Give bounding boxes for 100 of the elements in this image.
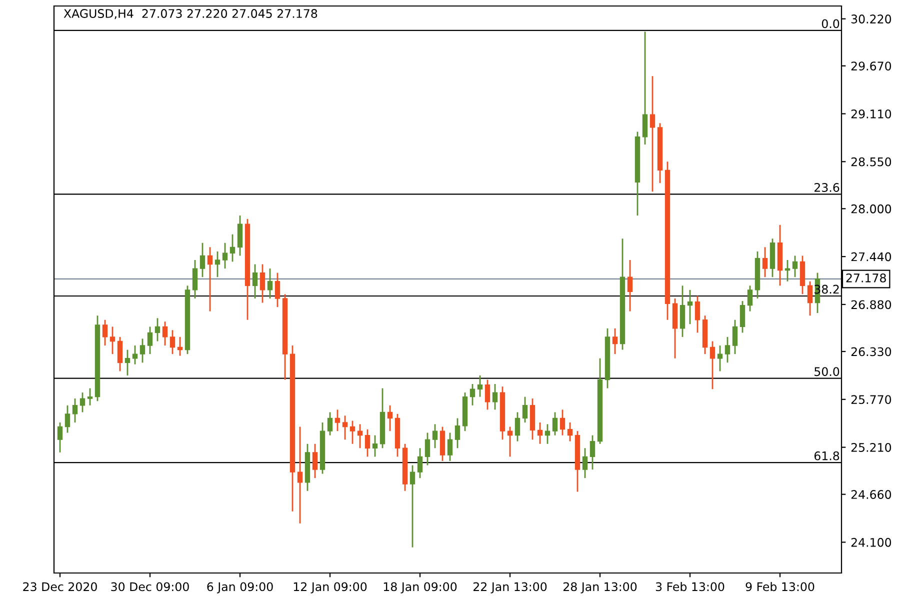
candlestick [432, 424, 438, 449]
candlestick [470, 383, 476, 406]
y-tick-label: 25.770 [851, 395, 892, 404]
candlestick [207, 246, 213, 312]
candlestick [267, 268, 273, 300]
y-tick-label: 28.550 [851, 157, 892, 166]
x-tick-label: 12 Jan 09:00 [294, 582, 367, 594]
candlestick [627, 259, 633, 312]
candlestick [687, 289, 693, 325]
candlestick [364, 428, 370, 458]
x-tick-label: 9 Feb 13:00 [746, 582, 814, 592]
candlestick [140, 338, 146, 364]
candlestick [740, 300, 746, 334]
y-tick-label: 29.110 [851, 109, 892, 118]
candlestick [154, 317, 160, 342]
candlestick [87, 388, 93, 406]
y-tick-label: 29.670 [851, 62, 892, 71]
candlestick [484, 379, 490, 410]
candlestick [102, 319, 108, 346]
candlestick [807, 280, 813, 316]
candlestick [214, 250, 220, 278]
candlestick [387, 404, 393, 432]
candlestick [642, 30, 648, 146]
candlestick [582, 447, 588, 479]
candlestick [237, 214, 243, 256]
annotation: 61.8 [814, 451, 840, 460]
candlestick [162, 320, 168, 346]
candlestick [694, 295, 700, 334]
candlestick [784, 259, 790, 282]
candlestick [252, 264, 258, 300]
x-tick-label: 6 Jan 09:00 [207, 582, 273, 594]
candlestick [80, 392, 86, 413]
candlestick [342, 414, 348, 440]
annotation: 0.0 [822, 19, 840, 28]
candlestick [110, 326, 116, 355]
candlestick [792, 255, 798, 278]
x-tick-label: 3 Feb 13:00 [656, 582, 724, 592]
candlestick [650, 75, 656, 192]
candlestick [72, 398, 78, 424]
candlestick [440, 426, 446, 462]
candlestick [800, 255, 806, 295]
y-tick-label: 24.660 [851, 490, 892, 499]
candlestick [312, 443, 318, 479]
candlestick [560, 408, 566, 436]
candlestick [454, 418, 460, 449]
y-tick-label: 26.880 [851, 300, 892, 310]
candlestick [200, 242, 206, 278]
annotation: 50.0 [814, 367, 840, 376]
candlestick [117, 336, 123, 372]
candlestick [507, 426, 513, 458]
x-tick-label: 18 Jan 09:00 [384, 582, 457, 594]
candlestick [710, 340, 716, 390]
candlestick [762, 246, 768, 278]
candlestick [680, 284, 686, 338]
ref-line-label: 27.178 [846, 273, 886, 282]
candlestick [424, 432, 430, 466]
y-tick-label: 25.210 [851, 443, 892, 452]
candlestick [327, 412, 333, 436]
candlestick [57, 422, 63, 454]
candlestick [590, 434, 596, 470]
candlestick [522, 396, 528, 424]
candlestick [717, 344, 723, 372]
candlestick [334, 408, 340, 432]
candlestick [492, 383, 498, 410]
candlestick [170, 329, 176, 355]
candlestick [64, 404, 70, 434]
candlestick [222, 242, 228, 270]
y-tick-label: 30.220 [851, 14, 892, 24]
annotation: 23.6 [814, 183, 840, 192]
candlestick [357, 424, 363, 449]
candlestick [230, 234, 236, 262]
candlestick [177, 336, 183, 356]
candlestick [544, 424, 550, 445]
x-tick-label: 23 Dec 2020 [23, 582, 97, 592]
candlestick [124, 349, 130, 376]
candlestick [132, 344, 138, 366]
y-tick-label: 27.440 [851, 252, 892, 262]
candlestick [724, 336, 730, 364]
candlestick [350, 420, 356, 445]
candlestick [747, 284, 753, 312]
candlestick [297, 426, 303, 524]
candlestick [612, 328, 618, 355]
candlestick [410, 464, 416, 548]
y-tick-label: 28.000 [851, 204, 892, 214]
chart-title: XAGUSD,H4 27.073 27.220 27.045 27.178 [64, 9, 318, 20]
candlestick [514, 412, 520, 442]
candlestick [192, 259, 198, 300]
candlestick [447, 432, 453, 462]
candlestick [732, 319, 738, 355]
candlestick [147, 326, 153, 355]
y-tick-label: 26.330 [851, 347, 892, 356]
candlestick [477, 374, 483, 398]
x-tick-label: 30 Dec 09:00 [111, 582, 189, 592]
x-tick-label: 28 Jan 13:00 [563, 582, 637, 594]
candlestick [274, 272, 280, 308]
candlestick [537, 422, 543, 445]
candlestick [260, 264, 266, 304]
candlestick [372, 434, 378, 458]
x-tick-label: 22 Jan 13:00 [473, 582, 547, 594]
candlestick [417, 447, 423, 479]
